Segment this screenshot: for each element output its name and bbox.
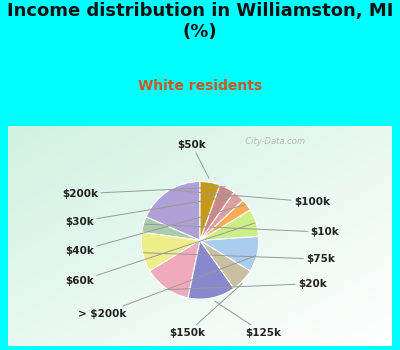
Wedge shape [200, 185, 234, 240]
Wedge shape [200, 200, 250, 240]
Text: White residents: White residents [138, 79, 262, 93]
Wedge shape [142, 217, 200, 240]
Text: $10k: $10k [144, 224, 339, 237]
Wedge shape [150, 240, 200, 298]
Wedge shape [200, 182, 220, 240]
Text: Income distribution in Williamston, MI
(%): Income distribution in Williamston, MI (… [7, 2, 393, 41]
Text: $40k: $40k [65, 204, 246, 256]
Wedge shape [200, 192, 243, 240]
Text: $30k: $30k [65, 195, 237, 226]
Text: City-Data.com: City-Data.com [240, 136, 305, 146]
Text: $20k: $20k [168, 279, 327, 289]
Text: $200k: $200k [62, 187, 225, 199]
Text: $150k: $150k [170, 284, 242, 338]
Wedge shape [200, 240, 250, 288]
Wedge shape [188, 240, 234, 299]
Wedge shape [141, 232, 200, 271]
Wedge shape [200, 236, 259, 271]
Text: $100k: $100k [170, 190, 330, 207]
Text: > $200k: > $200k [78, 256, 256, 319]
Text: $125k: $125k [215, 301, 281, 338]
Text: $50k: $50k [178, 140, 209, 178]
Text: $75k: $75k [144, 253, 335, 264]
Text: $60k: $60k [65, 223, 255, 286]
Wedge shape [200, 210, 259, 240]
Wedge shape [146, 182, 200, 240]
